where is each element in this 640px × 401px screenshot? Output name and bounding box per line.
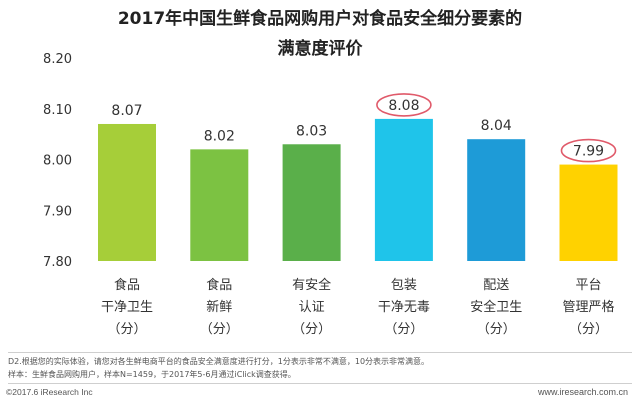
category-label: 平台: [575, 278, 601, 293]
y-tick-label: 8.10: [43, 103, 72, 118]
bar: [467, 139, 526, 261]
footnote-sample: 样本：生鲜食品网购用户，样本N=1459，于2017年5-6月通过iClick调…: [8, 370, 296, 379]
bottom-divider: [8, 383, 632, 384]
bar: [190, 149, 249, 261]
category-label: （分）: [569, 322, 608, 337]
bars: [98, 118, 618, 262]
category-label: 认证: [299, 300, 325, 315]
category-label: 新鲜: [206, 299, 232, 315]
bar: [374, 118, 433, 262]
category-label: （分）: [292, 322, 331, 337]
category-label: 配送: [483, 278, 509, 293]
footnote-question: D2.根据您的实际体验，请您对各生鲜电商平台的食品安全满意度进行打分，1分表示非…: [8, 357, 430, 366]
value-label: 8.02: [204, 128, 235, 144]
category-label: 管理严格: [562, 299, 614, 315]
bar: [98, 123, 156, 261]
website-text: www.iresearch.com.cn: [537, 387, 628, 397]
category-label: （分）: [200, 322, 239, 337]
y-axis: 7.80 7.90 8.00 8.10 8.20: [43, 52, 72, 270]
bar: [282, 144, 341, 261]
value-label: 8.03: [296, 123, 327, 139]
category-label: 有安全: [292, 277, 331, 293]
y-tick-label: 8.00: [43, 154, 72, 169]
category-label: 干净卫生: [101, 300, 153, 315]
category-label: 食品: [114, 277, 140, 293]
value-labels: 8.07 8.02 8.03 8.08 8.04 7.99: [111, 98, 604, 160]
category-label: 安全卫生: [470, 299, 522, 315]
footnote-divider: [8, 352, 632, 353]
copyright-text: ©2017.6 iResearch Inc: [6, 387, 93, 397]
chart-title-line-1: 2017年中国生鲜食品网购用户对食品安全细分要素的: [118, 8, 522, 29]
category-label: （分）: [477, 322, 516, 337]
highlight-circle: [376, 93, 432, 117]
category-label: 食品: [206, 277, 232, 293]
y-tick-label: 8.20: [43, 52, 72, 67]
y-tick-label: 7.90: [43, 204, 72, 219]
bar: [559, 164, 618, 261]
category-label: 干净无毒: [378, 300, 430, 315]
value-label: 8.04: [481, 118, 512, 134]
category-label: （分）: [107, 322, 146, 337]
value-label: 8.08: [388, 98, 419, 114]
chart-title-line-2: 满意度评价: [278, 38, 364, 59]
category-label: （分）: [384, 322, 423, 337]
y-tick-label: 7.80: [43, 255, 72, 270]
value-label: 7.99: [573, 144, 604, 160]
value-label: 8.07: [111, 103, 142, 119]
highlight-circle: [560, 138, 617, 163]
category-label: 包装: [391, 278, 417, 293]
highlight-circles: [376, 93, 617, 163]
